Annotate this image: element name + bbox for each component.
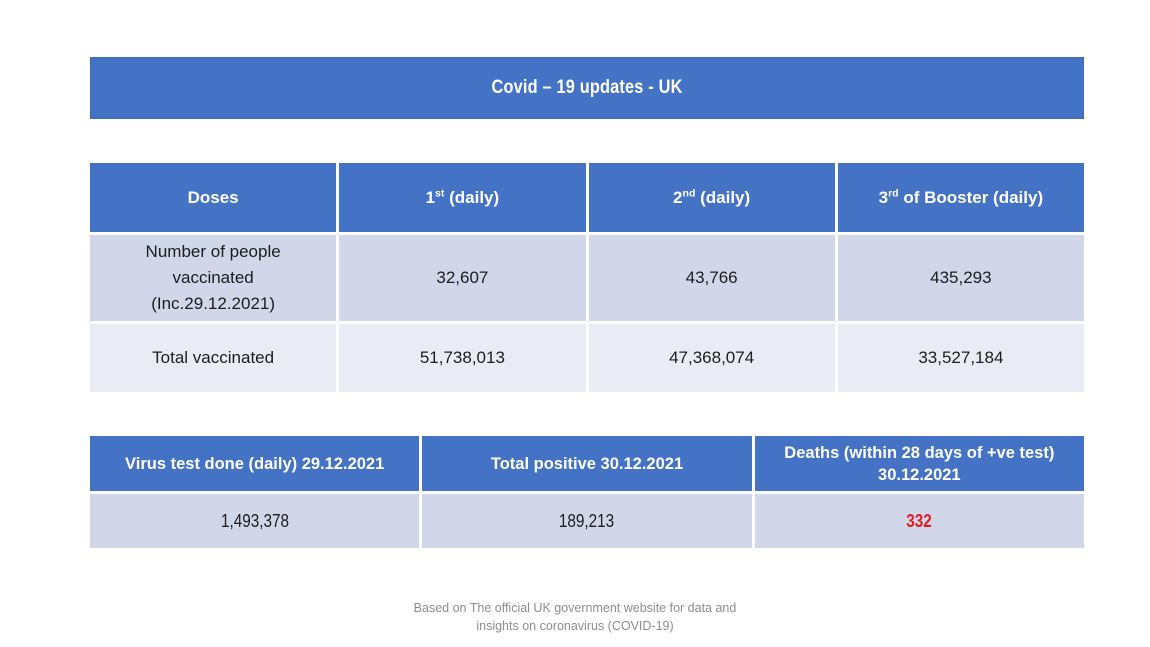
vaccine-header-doses: Doses: [90, 163, 337, 232]
vaccine-row-daily-label-text: Number of people vaccinated (Inc.29.12.2…: [145, 242, 281, 313]
stats-positives-value: 189,213: [422, 494, 752, 548]
source-note-line2: insights on coronavirus (COVID-19): [476, 619, 674, 633]
vaccine-daily-booster-value: 435,293: [837, 235, 1084, 321]
vaccine-header-second-dose: 2nd (daily): [588, 163, 835, 232]
source-note-line1: Based on The official UK government webs…: [413, 601, 737, 615]
vaccination-table: Doses 1st (daily) 2nd (daily) 3rd of Boo…: [90, 163, 1084, 392]
source-note: Based on The official UK government webs…: [0, 599, 1150, 635]
vaccine-daily-first-dose-value: 32,607: [339, 235, 586, 321]
slide-title: Covid – 19 updates - UK: [491, 77, 683, 98]
vaccine-header-first-dose: 1st (daily): [339, 163, 586, 232]
vaccine-header-booster-dose: 3rd of Booster (daily): [837, 163, 1084, 232]
stats-tests-value: 1,493,378: [90, 494, 420, 548]
stats-deaths-value: 332: [754, 494, 1084, 548]
vaccine-daily-second-dose-value: 43,766: [588, 235, 835, 321]
stats-header-deaths: Deaths (within 28 days of +ve test) 30.1…: [754, 436, 1084, 491]
title-banner: Covid – 19 updates - UK: [90, 57, 1084, 119]
daily-stats-table: Virus test done (daily) 29.12.2021 Total…: [90, 436, 1084, 548]
vaccine-row-daily-label: Number of people vaccinated (Inc.29.12.2…: [90, 235, 337, 321]
vaccine-row-total-label-text: Total vaccinated: [152, 348, 275, 367]
vaccine-total-booster-value: 33,527,184: [837, 324, 1084, 392]
stats-header-tests: Virus test done (daily) 29.12.2021: [90, 436, 420, 491]
stats-header-positives: Total positive 30.12.2021: [422, 436, 752, 491]
vaccine-header-doses-label: Doses: [187, 188, 239, 207]
vaccine-header-second-dose-label: 2nd (daily): [673, 187, 751, 207]
vaccine-total-first-dose-value: 51,738,013: [339, 324, 586, 392]
vaccine-header-booster-dose-label: 3rd of Booster (daily): [878, 187, 1044, 207]
vaccine-header-first-dose-label: 1st (daily): [425, 187, 500, 207]
vaccine-row-total-label: Total vaccinated: [90, 324, 337, 392]
vaccine-total-second-dose-value: 47,368,074: [588, 324, 835, 392]
